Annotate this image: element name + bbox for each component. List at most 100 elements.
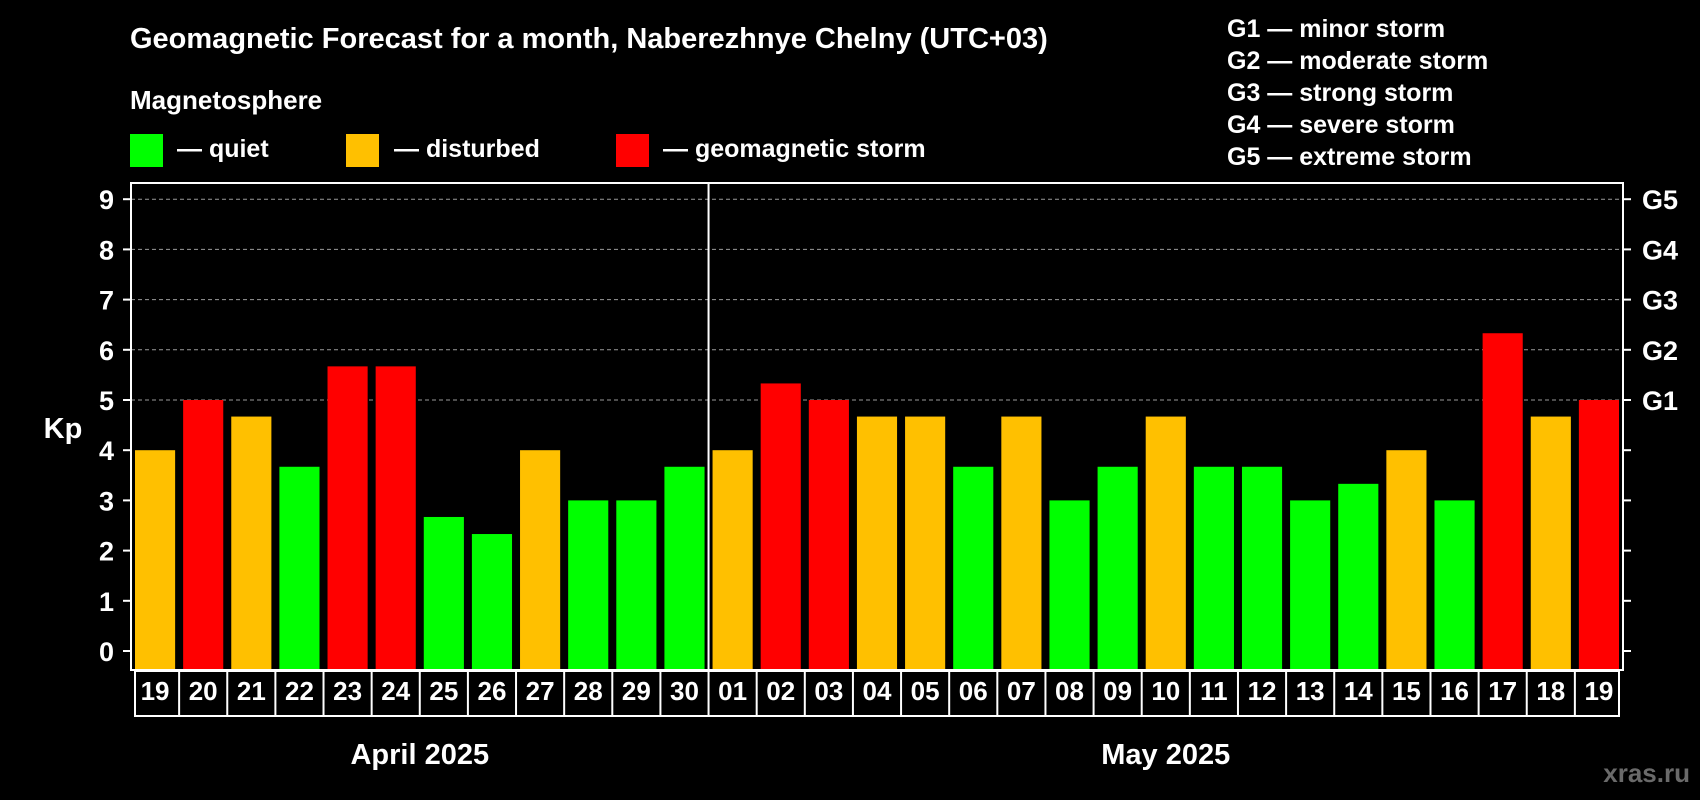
legend-heading: Magnetosphere bbox=[130, 85, 322, 115]
bar-3 bbox=[279, 466, 320, 670]
bar-19 bbox=[1049, 500, 1090, 670]
bar-28 bbox=[1482, 333, 1523, 670]
bar-13 bbox=[760, 383, 801, 670]
y-tick-label-5: 5 bbox=[99, 386, 114, 416]
g-level-g3: G3 — strong storm bbox=[1227, 79, 1453, 107]
day-label-10: 29 bbox=[622, 676, 651, 706]
bar-6 bbox=[423, 516, 464, 670]
day-label-27: 16 bbox=[1440, 676, 1469, 706]
bar-5 bbox=[375, 366, 416, 670]
day-label-3: 22 bbox=[285, 676, 314, 706]
legend-swatch-quiet bbox=[130, 134, 163, 167]
bar-12 bbox=[712, 450, 753, 670]
day-label-frame bbox=[134, 670, 1620, 717]
y-tick-label-0: 0 bbox=[99, 637, 114, 667]
g-level-g4: G4 — severe storm bbox=[1227, 111, 1455, 139]
day-label-11: 30 bbox=[670, 676, 699, 706]
day-label-12: 01 bbox=[718, 676, 747, 706]
day-label-25: 14 bbox=[1344, 676, 1373, 706]
bar-26 bbox=[1386, 450, 1427, 670]
day-label-29: 18 bbox=[1536, 676, 1565, 706]
g-level-g2: G2 — moderate storm bbox=[1227, 47, 1488, 75]
bar-25 bbox=[1338, 483, 1379, 670]
plot-area: 0 1 2 3 4 5 6 7 8 9 G1 G2 G3 G4 G5 bbox=[99, 182, 1678, 671]
day-label-7: 26 bbox=[478, 676, 507, 706]
day-label-26: 15 bbox=[1392, 676, 1421, 706]
y-tick-label-8: 8 bbox=[99, 235, 114, 265]
day-label-16: 05 bbox=[911, 676, 940, 706]
chart-title: Geomagnetic Forecast for a month, Nabere… bbox=[130, 23, 1048, 55]
day-label-6: 25 bbox=[429, 676, 458, 706]
bar-11 bbox=[664, 466, 705, 670]
bar-23 bbox=[1241, 466, 1283, 670]
bar-21 bbox=[1145, 416, 1186, 670]
bar-29 bbox=[1530, 416, 1571, 670]
y-tick-label-6: 6 bbox=[99, 336, 114, 366]
bar-20 bbox=[1097, 466, 1138, 670]
g-tick-label-g4: G4 bbox=[1642, 235, 1678, 265]
day-label-0: 19 bbox=[141, 676, 170, 706]
day-label-18: 07 bbox=[1007, 676, 1036, 706]
day-label-20: 09 bbox=[1103, 676, 1132, 706]
bar-18 bbox=[1001, 416, 1042, 670]
month-label-1: May 2025 bbox=[1101, 739, 1230, 771]
bar-2 bbox=[231, 416, 272, 670]
y-tick-label-2: 2 bbox=[99, 537, 114, 567]
g-tick-label-g2: G2 bbox=[1642, 336, 1678, 366]
day-label-4: 23 bbox=[333, 676, 362, 706]
legend-label-disturbed: — disturbed bbox=[394, 135, 540, 163]
day-label-30: 19 bbox=[1584, 676, 1613, 706]
bar-9 bbox=[568, 500, 609, 670]
legend-swatch-disturbed bbox=[346, 134, 379, 167]
day-label-5: 24 bbox=[381, 676, 410, 706]
day-label-13: 02 bbox=[766, 676, 795, 706]
day-label-24: 13 bbox=[1296, 676, 1325, 706]
legend-label-quiet: — quiet bbox=[177, 135, 269, 163]
bar-8 bbox=[520, 450, 561, 670]
bar-30 bbox=[1578, 400, 1619, 670]
day-label-19: 08 bbox=[1055, 676, 1084, 706]
day-label-17: 06 bbox=[959, 676, 988, 706]
legend-label-storm: — geomagnetic storm bbox=[663, 135, 926, 163]
bar-15 bbox=[856, 416, 898, 670]
bar-7 bbox=[471, 534, 513, 670]
right-axis-g-ticks: G1 G2 G3 G4 G5 bbox=[1642, 185, 1678, 416]
bar-10 bbox=[616, 500, 657, 670]
y-tick-label-7: 7 bbox=[99, 286, 114, 316]
day-label-14: 03 bbox=[814, 676, 843, 706]
bars bbox=[135, 333, 1619, 670]
bar-14 bbox=[808, 400, 849, 670]
y-axis-ticks: 0 1 2 3 4 5 6 7 8 9 bbox=[99, 185, 1631, 667]
y-axis-label: Kp bbox=[44, 413, 83, 445]
bar-4 bbox=[327, 366, 368, 670]
day-label-1: 20 bbox=[189, 676, 218, 706]
watermark: xras.ru bbox=[1603, 758, 1690, 788]
bar-1 bbox=[183, 400, 224, 670]
y-tick-label-3: 3 bbox=[99, 486, 114, 516]
g-level-g1: G1 — minor storm bbox=[1227, 15, 1445, 43]
day-label-15: 04 bbox=[863, 676, 892, 706]
bar-22 bbox=[1193, 466, 1234, 670]
day-label-21: 10 bbox=[1151, 676, 1180, 706]
bar-0 bbox=[135, 450, 176, 670]
y-tick-label-4: 4 bbox=[99, 436, 114, 466]
g-tick-label-g5: G5 bbox=[1642, 185, 1678, 215]
legend-swatch-storm bbox=[616, 134, 649, 167]
bar-17 bbox=[953, 466, 994, 670]
y-tick-label-1: 1 bbox=[99, 587, 114, 617]
bar-24 bbox=[1290, 500, 1331, 670]
g-tick-label-g1: G1 bbox=[1642, 386, 1678, 416]
month-label-0: April 2025 bbox=[350, 739, 489, 771]
day-label-23: 12 bbox=[1248, 676, 1277, 706]
g-tick-label-g3: G3 bbox=[1642, 286, 1678, 316]
bar-16 bbox=[905, 416, 946, 670]
day-label-9: 28 bbox=[574, 676, 603, 706]
day-label-8: 27 bbox=[526, 676, 555, 706]
day-label-2: 21 bbox=[237, 676, 266, 706]
legend: — quiet — disturbed — geomagnetic storm bbox=[130, 134, 926, 167]
x-axis-month-labels: April 2025 May 2025 bbox=[350, 739, 1230, 771]
bar-27 bbox=[1434, 500, 1475, 670]
x-axis-day-labels: 19 20 21 22 23 24 25 26 27 28 29 30 01 02 03 04 05 06 07 08… bbox=[134, 670, 1620, 717]
g-level-g5: G5 — extreme storm bbox=[1227, 143, 1472, 171]
